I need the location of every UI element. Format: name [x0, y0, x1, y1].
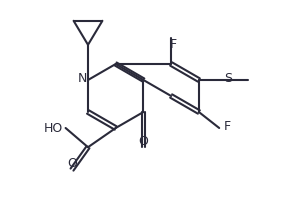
Text: N: N — [77, 71, 87, 84]
Text: HO: HO — [44, 122, 63, 135]
Text: O: O — [67, 157, 77, 170]
Text: F: F — [170, 38, 177, 51]
Text: S: S — [225, 71, 232, 84]
Text: O: O — [139, 135, 148, 148]
Text: F: F — [224, 121, 231, 133]
